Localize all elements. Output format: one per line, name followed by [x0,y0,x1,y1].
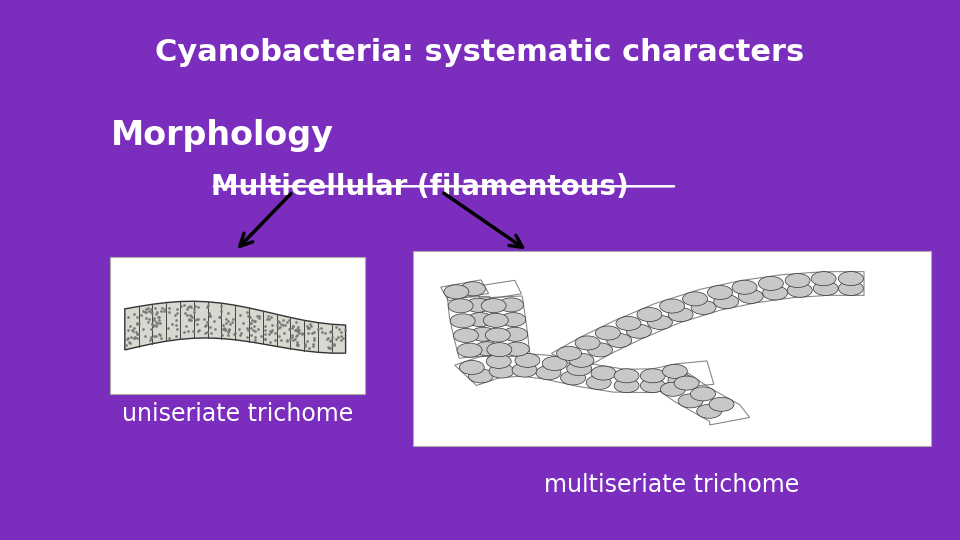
Circle shape [503,327,528,341]
Circle shape [668,308,693,322]
Text: Morphology: Morphology [110,119,333,152]
FancyBboxPatch shape [413,251,931,446]
Circle shape [708,286,732,300]
Circle shape [466,298,491,312]
Circle shape [614,369,639,383]
Circle shape [450,314,475,328]
Circle shape [838,281,863,295]
Circle shape [498,298,523,312]
Circle shape [474,342,499,356]
FancyBboxPatch shape [110,256,365,394]
Circle shape [660,382,685,396]
Circle shape [595,326,620,340]
Circle shape [616,316,641,330]
Text: uniseriate trichome: uniseriate trichome [123,402,353,426]
Circle shape [569,353,594,367]
Circle shape [738,289,763,303]
Circle shape [691,300,716,314]
Circle shape [647,315,672,329]
Circle shape [486,328,511,342]
Circle shape [640,379,665,393]
Circle shape [461,282,486,296]
Circle shape [636,308,661,322]
Circle shape [501,313,526,327]
Circle shape [762,286,787,300]
Circle shape [542,356,567,370]
Circle shape [487,343,512,357]
Circle shape [732,280,757,294]
Circle shape [811,272,836,286]
Circle shape [483,313,508,327]
Circle shape [486,354,511,368]
Polygon shape [125,301,346,353]
Circle shape [448,299,473,313]
Circle shape [444,285,468,299]
Circle shape [678,394,703,408]
Circle shape [457,343,482,357]
Circle shape [787,284,812,298]
Circle shape [709,397,734,411]
Circle shape [489,364,514,378]
Circle shape [713,295,738,309]
Circle shape [662,364,687,379]
Circle shape [674,376,699,390]
Circle shape [813,281,838,295]
Circle shape [640,369,665,383]
Circle shape [470,327,495,341]
Circle shape [591,366,616,380]
Circle shape [561,371,586,385]
Text: multiseriate trichome: multiseriate trichome [544,472,800,496]
Circle shape [660,299,684,313]
Circle shape [607,334,632,348]
Text: Cyanobacteria: systematic characters: Cyanobacteria: systematic characters [156,38,804,67]
Circle shape [697,404,722,418]
Circle shape [504,342,529,356]
Circle shape [481,299,506,313]
Circle shape [587,375,612,389]
Circle shape [588,343,612,357]
Circle shape [557,346,582,360]
Circle shape [575,336,600,350]
Circle shape [468,313,492,327]
Circle shape [453,328,478,342]
Circle shape [683,292,708,306]
Circle shape [838,272,863,286]
Circle shape [668,374,693,388]
Circle shape [515,353,540,367]
Circle shape [459,361,484,375]
Circle shape [468,369,493,383]
Circle shape [512,363,537,377]
Text: Multicellular (filamentous): Multicellular (filamentous) [211,173,629,201]
Circle shape [566,362,591,376]
Circle shape [536,366,561,380]
Circle shape [758,276,783,291]
Circle shape [785,273,810,287]
Circle shape [627,324,652,338]
Circle shape [614,379,639,393]
Circle shape [690,387,715,401]
